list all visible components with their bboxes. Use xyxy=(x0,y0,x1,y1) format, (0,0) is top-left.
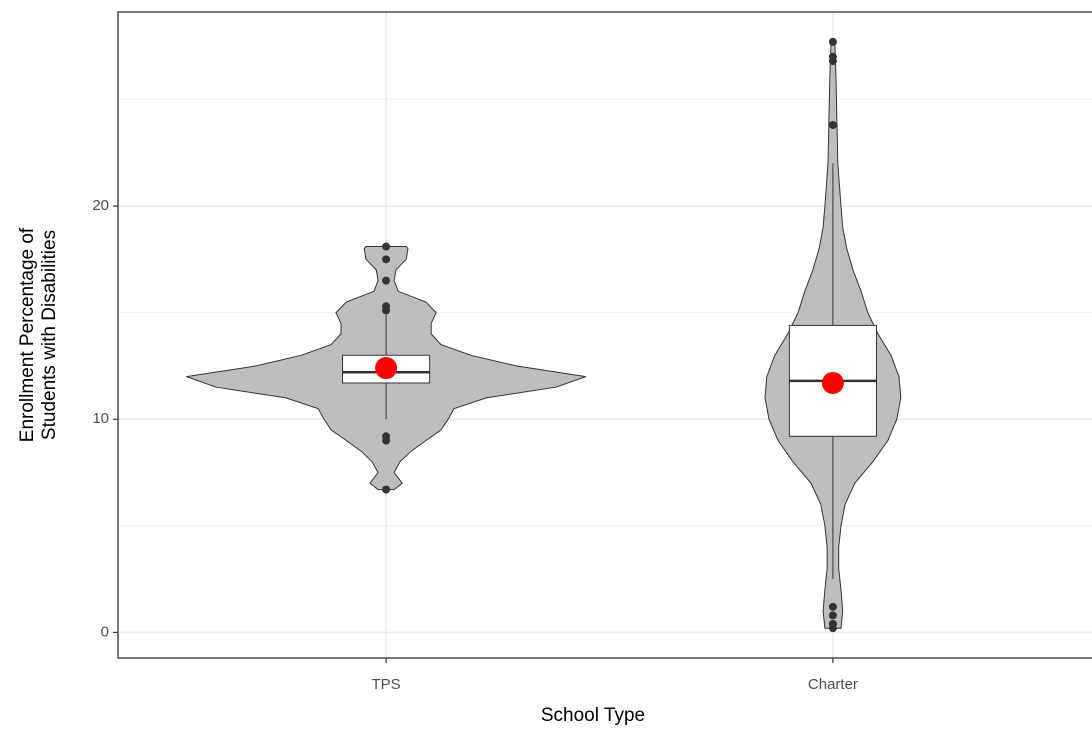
plot-border xyxy=(117,11,1092,659)
outlier xyxy=(382,306,391,315)
plot-background xyxy=(118,12,1092,658)
outlier xyxy=(828,37,837,46)
y-tick-label: 0 xyxy=(101,623,109,640)
x-tick-label: Charter xyxy=(808,676,858,693)
outlier xyxy=(382,276,391,285)
outlier xyxy=(828,57,837,66)
outlier xyxy=(828,602,837,611)
y-axis-label: Enrollment Percentage of xyxy=(17,227,38,442)
x-axis-label: School Type xyxy=(541,705,645,726)
mean xyxy=(375,357,398,380)
y-tick-label: 10 xyxy=(92,410,109,427)
y-tick-label: 20 xyxy=(92,197,109,214)
outlier xyxy=(828,611,837,620)
outlier xyxy=(382,242,391,251)
outlier xyxy=(828,624,837,633)
x-tick-label: TPS xyxy=(371,676,400,693)
mean xyxy=(821,371,844,394)
outlier xyxy=(828,120,837,129)
outlier xyxy=(382,436,391,445)
outlier xyxy=(382,255,391,264)
y-axis-label: Students with Disabilities xyxy=(39,230,60,440)
outlier xyxy=(382,485,391,494)
